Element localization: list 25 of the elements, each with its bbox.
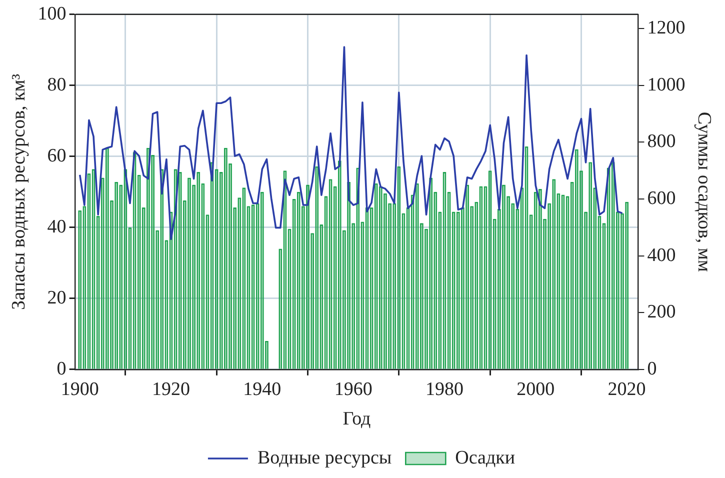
x-tick-label: 2000 (516, 378, 555, 400)
x-tick-label: 1960 (334, 378, 372, 400)
x-tick-label: 1980 (425, 378, 464, 400)
y2-tick-label: 1200 (647, 18, 686, 39)
y2-tick-label: 400 (647, 244, 676, 266)
y-tick-label: 0 (56, 358, 66, 380)
legend-label: Осадки (455, 447, 516, 468)
y2-tick-label: 600 (647, 188, 676, 209)
y-tick-label: 60 (47, 145, 66, 166)
y-axis-title: Запасы водных ресурсов, км³ (8, 74, 30, 310)
y-tick-label: 100 (38, 3, 66, 24)
y-tick-label: 40 (47, 216, 66, 238)
y2-tick-label: 200 (647, 302, 676, 323)
x-tick-label: 2020 (608, 378, 646, 400)
legend-label: Водные ресурсы (257, 447, 392, 468)
y-tick-label: 80 (47, 74, 66, 96)
x-tick-label: 1900 (60, 378, 99, 400)
x-tick-label: 1920 (152, 378, 190, 400)
y2-tick-label: 1000 (647, 74, 686, 96)
y-tick-label: 20 (47, 287, 66, 308)
y2-tick-label: 0 (647, 358, 657, 380)
x-tick-label: 1940 (243, 378, 282, 400)
x-axis-title: Год (342, 408, 372, 430)
y2-axis-title: Суммы осадков, мм (694, 112, 715, 272)
y2-tick-label: 800 (647, 131, 676, 152)
